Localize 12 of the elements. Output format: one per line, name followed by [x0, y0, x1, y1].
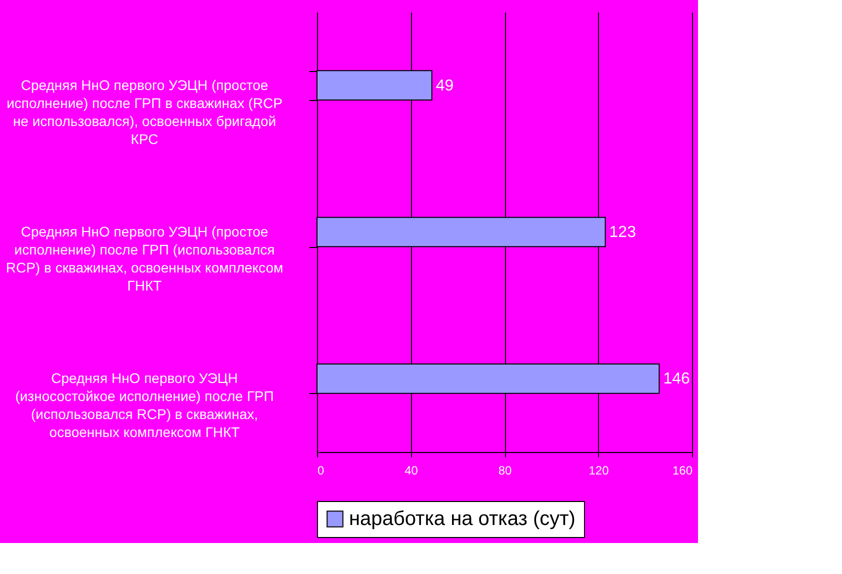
x-tick-label: 80 [498, 464, 512, 478]
y-tick-label: Средняя НнО первого УЭЦН (износостойкое исполнение) после ГРП (использовался RCP) в скважинах, освоенных комплексом ГНКТ [15, 370, 274, 440]
x-tick-label: 120 [588, 464, 610, 478]
y-tick-label: Средняя НнО первого УЭЦН (простое исполнение) после ГРП (использовался RCP) в скважинах, освоенных комплексом ГНКТ [6, 224, 284, 294]
legend-label: наработка на отказ (сут) [349, 508, 576, 530]
x-tick-label: 40 [404, 464, 418, 478]
data-label: 146 [663, 370, 690, 388]
y-tick-label: Средняя НнО первого УЭЦН (простое исполнение) после ГРП в скважинах (RCP не использовался), освоенных бригадой КРС [6, 76, 282, 147]
data-label: 123 [609, 224, 636, 241]
data-label: 49 [436, 77, 454, 94]
x-tick-label: 0 [318, 464, 324, 478]
x-tick-label: 160 [672, 464, 693, 478]
